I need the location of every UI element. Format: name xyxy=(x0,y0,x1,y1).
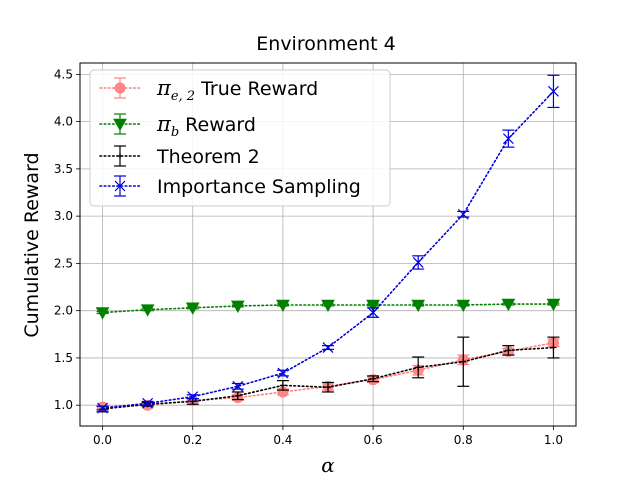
series-layer xyxy=(95,74,561,414)
x-marker-stroke xyxy=(232,380,244,392)
x-tick-label: 0.0 xyxy=(93,433,112,447)
data-point xyxy=(550,344,557,351)
data-point xyxy=(502,133,514,145)
data-point xyxy=(546,298,561,312)
x-marker-stroke xyxy=(412,257,424,268)
data-point xyxy=(189,398,196,405)
y-tick-label: 3.0 xyxy=(54,209,73,223)
x-tick-label: 1.0 xyxy=(544,433,563,447)
y-tick-label: 1.5 xyxy=(54,351,73,365)
x-marker-stroke xyxy=(97,402,108,414)
x-tick-label: 0.8 xyxy=(454,433,473,447)
y-tick-label: 3.5 xyxy=(54,162,73,176)
x-marker-stroke xyxy=(277,367,289,379)
x-tick-label: 0.4 xyxy=(273,433,292,447)
legend: πe, 2 True Reward πb Reward Theorem 2 Impor… xyxy=(89,69,391,207)
data-point xyxy=(95,307,110,320)
data-point xyxy=(187,391,199,403)
data-point xyxy=(548,85,559,97)
plot-frame xyxy=(79,62,577,427)
data-point xyxy=(279,382,286,389)
series-3 xyxy=(96,74,560,414)
x-marker-stroke xyxy=(457,208,469,220)
legend-marker xyxy=(114,180,126,192)
data-point xyxy=(457,208,469,220)
data-point xyxy=(232,380,244,392)
data-point xyxy=(322,342,334,353)
data-point xyxy=(366,299,380,313)
x-marker-stroke xyxy=(548,85,559,97)
legend-marker xyxy=(117,153,123,159)
x-marker-stroke xyxy=(142,397,154,409)
x-marker-stroke xyxy=(114,180,126,192)
data-point xyxy=(185,302,200,315)
data-point xyxy=(230,300,245,313)
legend-label: Theorem 2 xyxy=(156,146,260,168)
y-tick-label: 2.0 xyxy=(54,304,73,318)
data-point xyxy=(234,392,241,399)
legend-label: πb Reward xyxy=(156,112,256,140)
legend-entry-2: Theorem 2 xyxy=(99,145,260,168)
x-axis-ticks: 0.0 0.2 0.4 0.6 0.8 1.0 xyxy=(93,426,563,447)
data-point xyxy=(367,307,379,318)
legend-label: Importance Sampling xyxy=(157,176,361,198)
y-axis-label: Cumulative Reward xyxy=(21,152,43,337)
legend-entry-0: πe, 2 True Reward xyxy=(99,76,318,104)
data-point xyxy=(97,402,108,414)
x-marker-stroke xyxy=(187,391,199,403)
legend-marker xyxy=(114,82,126,94)
data-point xyxy=(325,384,331,391)
y-tick-label: 2.5 xyxy=(54,256,73,270)
legend-label: πe, 2 True Reward xyxy=(156,76,318,104)
data-point xyxy=(501,298,516,312)
x-marker-stroke xyxy=(367,307,379,318)
legend-marker xyxy=(113,118,127,132)
y-tick-label: 1.0 xyxy=(54,398,73,412)
data-point xyxy=(321,299,335,313)
data-point xyxy=(411,299,426,313)
y-axis-ticks: 1.0 1.5 2.0 2.5 3.0 3.5 4.0 4.5 xyxy=(54,67,80,412)
legend-entry-1: πb Reward xyxy=(99,112,256,140)
series-1 xyxy=(95,298,561,320)
y-tick-label: 4.0 xyxy=(54,115,73,129)
data-point xyxy=(460,358,467,365)
data-point xyxy=(370,375,377,382)
x-tick-label: 0.6 xyxy=(364,433,383,447)
series-line xyxy=(101,303,555,314)
x-marker-stroke xyxy=(502,133,514,145)
data-point xyxy=(456,299,471,313)
data-point xyxy=(140,304,155,317)
data-point xyxy=(276,299,290,313)
x-axis-label: α xyxy=(321,453,335,477)
data-point xyxy=(142,397,154,409)
data-point xyxy=(412,257,424,268)
x-tick-label: 0.2 xyxy=(183,433,202,447)
chart-title: Environment 4 xyxy=(256,33,395,55)
data-point xyxy=(415,364,422,371)
y-tick-label: 4.5 xyxy=(54,67,73,81)
data-point xyxy=(277,367,289,379)
data-point xyxy=(505,347,512,354)
legend-entry-3: Importance Sampling xyxy=(99,175,361,198)
legend-box xyxy=(89,69,391,207)
x-marker-stroke xyxy=(322,342,334,353)
